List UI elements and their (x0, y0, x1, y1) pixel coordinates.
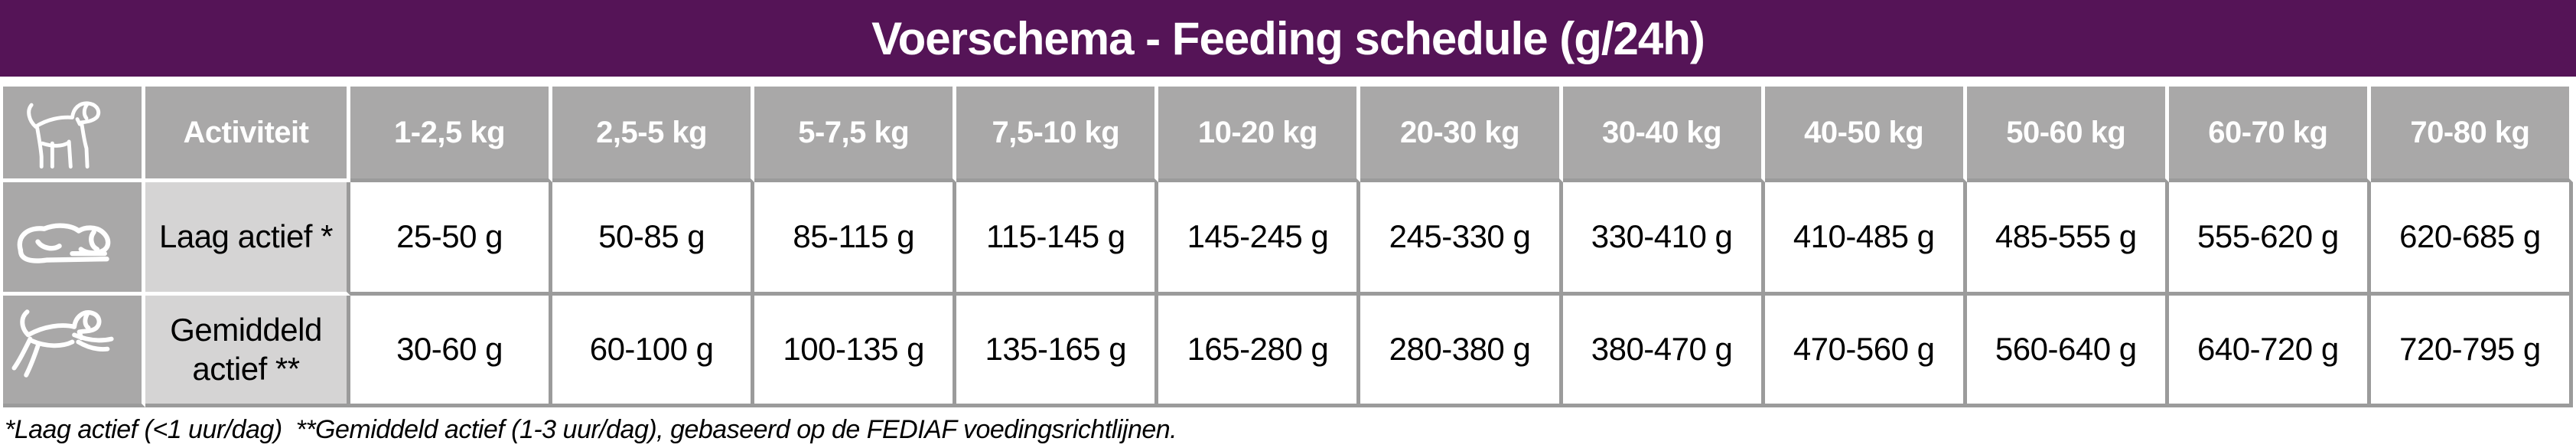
feeding-value: 25-50 g (350, 182, 553, 296)
column-header-weight: 30-40 kg (1562, 87, 1765, 182)
feeding-value: 30-60 g (350, 296, 553, 407)
row-icon-cell (3, 296, 145, 407)
standing-dog-icon (27, 101, 101, 169)
feeding-value: 245-330 g (1360, 182, 1563, 296)
feeding-value: 470-560 g (1764, 296, 1967, 407)
feeding-value: 50-85 g (552, 182, 755, 296)
feeding-value: 720-795 g (2370, 296, 2573, 407)
page-title: Voerschema - Feeding schedule (g/24h) (871, 12, 1705, 64)
column-header-weight: 20-30 kg (1360, 87, 1563, 182)
row-icon-cell (3, 182, 145, 296)
table-corner-cell (3, 87, 145, 182)
column-header-weight: 50-60 kg (1966, 87, 2169, 182)
feeding-value: 485-555 g (1966, 182, 2169, 296)
column-header-weight: 2,5-5 kg (552, 87, 755, 182)
spacer (0, 77, 2576, 87)
feeding-schedule-table: Activiteit 1-2,5 kg 2,5-5 kg 5-7,5 kg 7,… (3, 87, 2573, 407)
column-header-weight: 5-7,5 kg (754, 87, 957, 182)
column-header-weight: 10-20 kg (1158, 87, 1361, 182)
footnote: *Laag actief (<1 uur/dag) **Gemiddeld ac… (5, 415, 1177, 444)
feeding-value: 410-485 g (1764, 182, 1967, 296)
feeding-value: 135-165 g (956, 296, 1159, 407)
feeding-value: 640-720 g (2168, 296, 2371, 407)
column-header-weight: 40-50 kg (1764, 87, 1967, 182)
running-dog-icon (11, 309, 114, 378)
feeding-value: 165-280 g (1158, 296, 1361, 407)
row-label: Laag actief * (145, 182, 350, 296)
feeding-value: 145-245 g (1158, 182, 1361, 296)
feeding-value: 330-410 g (1562, 182, 1765, 296)
feeding-value: 280-380 g (1360, 296, 1563, 407)
feeding-value: 555-620 g (2168, 182, 2371, 296)
lying-dog-icon (17, 223, 111, 263)
feeding-value: 620-685 g (2370, 182, 2573, 296)
row-label: Gemiddeld actief ** (145, 296, 350, 407)
column-header-weight: 60-70 kg (2168, 87, 2371, 182)
column-header-activity: Activiteit (145, 87, 350, 182)
column-header-weight: 70-80 kg (2370, 87, 2573, 182)
feeding-value: 560-640 g (1966, 296, 2169, 407)
feeding-value: 60-100 g (552, 296, 755, 407)
feeding-value: 85-115 g (754, 182, 957, 296)
feeding-value: 115-145 g (956, 182, 1159, 296)
column-header-weight: 7,5-10 kg (956, 87, 1159, 182)
feeding-value: 380-470 g (1562, 296, 1765, 407)
column-header-weight: 1-2,5 kg (350, 87, 553, 182)
feeding-value: 100-135 g (754, 296, 957, 407)
title-bar: Voerschema - Feeding schedule (g/24h) (0, 0, 2576, 77)
